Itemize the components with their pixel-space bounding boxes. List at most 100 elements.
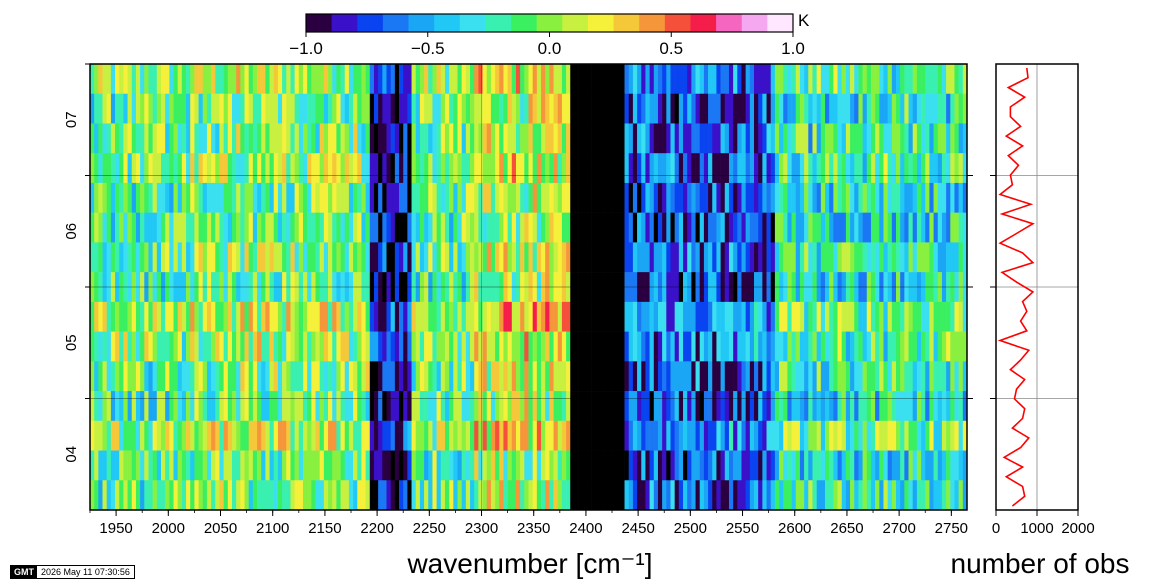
heatmap-cell — [678, 153, 684, 184]
heatmap-cell — [921, 93, 926, 124]
heatmap-cell — [724, 212, 730, 243]
heatmap-cell — [411, 212, 417, 243]
heatmap-cell — [774, 301, 780, 332]
heatmap-cell — [319, 153, 325, 184]
heatmap-cell — [662, 480, 667, 511]
heatmap-cell — [566, 93, 571, 124]
heatmap-cell — [962, 182, 968, 213]
heatmap-cell — [123, 153, 128, 184]
heatmap-cell — [812, 182, 817, 213]
heatmap-cell — [574, 391, 579, 422]
heatmap-cell — [804, 361, 809, 392]
heatmap-cell — [277, 391, 283, 422]
heatmap-cell — [896, 153, 901, 184]
heatmap-cell — [891, 391, 897, 422]
heatmap-cell — [436, 212, 442, 243]
heatmap-cell — [206, 212, 212, 243]
heatmap-cell — [277, 93, 283, 124]
heatmap-cell — [858, 480, 863, 511]
heatmap-cell — [357, 153, 362, 184]
heatmap-cell — [549, 123, 554, 154]
heatmap-cell — [900, 420, 905, 451]
heatmap-cell — [933, 301, 939, 332]
heatmap-cell — [240, 93, 245, 124]
heatmap-cell — [144, 480, 149, 511]
heatmap-cell — [816, 420, 822, 451]
heatmap-cell — [599, 93, 604, 124]
heatmap-cell — [549, 153, 554, 184]
heatmap-cell — [206, 450, 212, 481]
heatmap-cell — [687, 64, 692, 95]
heatmap-cell — [532, 450, 538, 481]
heatmap-cell — [248, 450, 254, 481]
heatmap-cell — [666, 242, 671, 273]
heatmap-cell — [745, 182, 751, 213]
heatmap-cell — [837, 420, 843, 451]
heatmap-cell — [436, 153, 442, 184]
heatmap-cell — [553, 450, 559, 481]
heatmap-cell — [561, 64, 567, 95]
colorbar-swatch — [408, 14, 435, 32]
heatmap-cell — [382, 480, 387, 511]
heatmap-cell — [444, 331, 450, 362]
heatmap-cell — [678, 212, 684, 243]
heatmap-cell — [277, 331, 283, 362]
heatmap-cell — [628, 182, 634, 213]
heatmap-cell — [683, 420, 688, 451]
heatmap-cell — [883, 301, 888, 332]
heatmap-cell — [653, 182, 659, 213]
heatmap-cell — [490, 212, 496, 243]
heatmap-cell — [557, 242, 563, 273]
heatmap-cell — [837, 182, 843, 213]
heatmap-cell — [277, 450, 283, 481]
heatmap-cell — [887, 301, 893, 332]
heatmap-cell — [328, 153, 333, 184]
heatmap-cell — [453, 242, 458, 273]
heatmap-cell — [311, 331, 316, 362]
heatmap-cell — [449, 361, 454, 392]
heatmap-cell — [131, 93, 137, 124]
heatmap-cell — [332, 450, 337, 481]
heatmap-cell — [319, 93, 325, 124]
heatmap-cell — [795, 123, 801, 154]
heatmap-cell — [257, 420, 262, 451]
heatmap-cell — [165, 182, 170, 213]
heatmap-cell — [829, 242, 834, 273]
heatmap-cell — [754, 93, 759, 124]
heatmap-cell — [215, 450, 220, 481]
heatmap-cell — [181, 153, 187, 184]
heatmap-cell — [566, 301, 571, 332]
heatmap-cell — [165, 331, 170, 362]
heatmap-cell — [541, 391, 546, 422]
heatmap-cell — [353, 93, 358, 124]
heatmap-cell — [912, 301, 918, 332]
heatmap-cell — [687, 153, 692, 184]
heatmap-cell — [461, 153, 467, 184]
heatmap-cell — [432, 242, 437, 273]
heatmap-cell — [687, 301, 692, 332]
heatmap-cell — [921, 331, 926, 362]
heatmap-cell — [858, 450, 863, 481]
heatmap-cell — [215, 480, 220, 511]
heatmap-cell — [616, 212, 621, 243]
heatmap-cell — [741, 361, 746, 392]
heatmap-cell — [816, 153, 822, 184]
heatmap-cell — [353, 123, 358, 154]
heatmap-cell — [541, 301, 546, 332]
heatmap-cell — [361, 153, 366, 184]
heatmap-cell — [328, 93, 333, 124]
heatmap-cell — [181, 301, 187, 332]
heatmap-cell — [783, 420, 788, 451]
heatmap-cell — [252, 331, 258, 362]
heatmap-cell — [816, 182, 822, 213]
heatmap-cell — [724, 93, 730, 124]
heatmap-cell — [211, 93, 216, 124]
heatmap-cell — [845, 391, 851, 422]
heatmap-cell — [411, 480, 417, 511]
heatmap-cell — [110, 182, 116, 213]
heatmap-cell — [850, 182, 855, 213]
heatmap-cell — [110, 361, 116, 392]
heatmap-cell — [282, 64, 287, 95]
heatmap-cell — [365, 153, 371, 184]
heatmap-cell — [833, 242, 838, 273]
